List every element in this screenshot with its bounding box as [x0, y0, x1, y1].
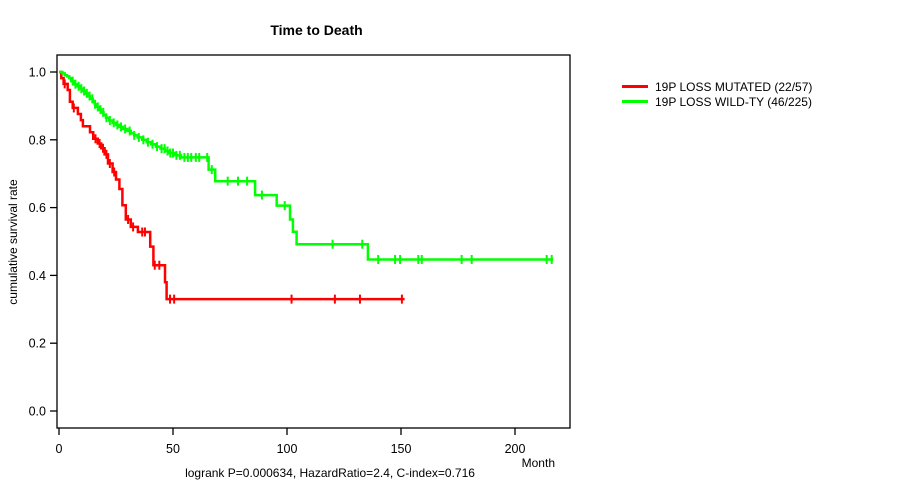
x-tick-label: 100 — [277, 442, 298, 456]
censor-marks — [63, 76, 553, 304]
x-tick-label: 0 — [56, 442, 63, 456]
x-tick-label: 200 — [505, 442, 526, 456]
y-tick-label: 0.8 — [29, 133, 46, 147]
plot-box — [56, 54, 571, 429]
x-axis-title: Month — [521, 456, 555, 470]
legend-item: 19P LOSS WILD-TY (46/225) — [622, 94, 812, 109]
y-tick-label: 0.0 — [29, 405, 46, 419]
legend-line-swatch — [622, 100, 648, 103]
chart-title: Time to Death — [270, 22, 363, 38]
x-tick-label: 150 — [391, 442, 412, 456]
survival-curves — [59, 70, 554, 301]
statistics-footnote: logrank P=0.000634, HazardRatio=2.4, C-i… — [185, 466, 475, 480]
legend-item: 19P LOSS MUTATED (22/57) — [622, 79, 812, 94]
y-tick-label: 0.2 — [29, 337, 46, 351]
legend: 19P LOSS MUTATED (22/57) 19P LOSS WILD-TY… — [622, 79, 812, 109]
x-tick-label: 50 — [166, 442, 180, 456]
y-tick-label: 0.6 — [29, 201, 46, 215]
y-axis-ticks: 1.0 0.8 0.6 0.4 0.2 0.0 — [29, 66, 57, 419]
legend-line-swatch — [622, 85, 648, 88]
y-tick-label: 0.4 — [29, 269, 46, 283]
survival-curve-mutated — [59, 70, 405, 301]
y-tick-label: 1.0 — [29, 66, 46, 80]
x-axis-ticks: 0 50 100 150 200 — [56, 428, 526, 456]
y-axis-title: cumulative survival rate — [6, 179, 20, 305]
legend-label: 19P LOSS WILD-TY (46/225) — [655, 94, 812, 109]
legend-label: 19P LOSS MUTATED (22/57) — [655, 79, 813, 94]
